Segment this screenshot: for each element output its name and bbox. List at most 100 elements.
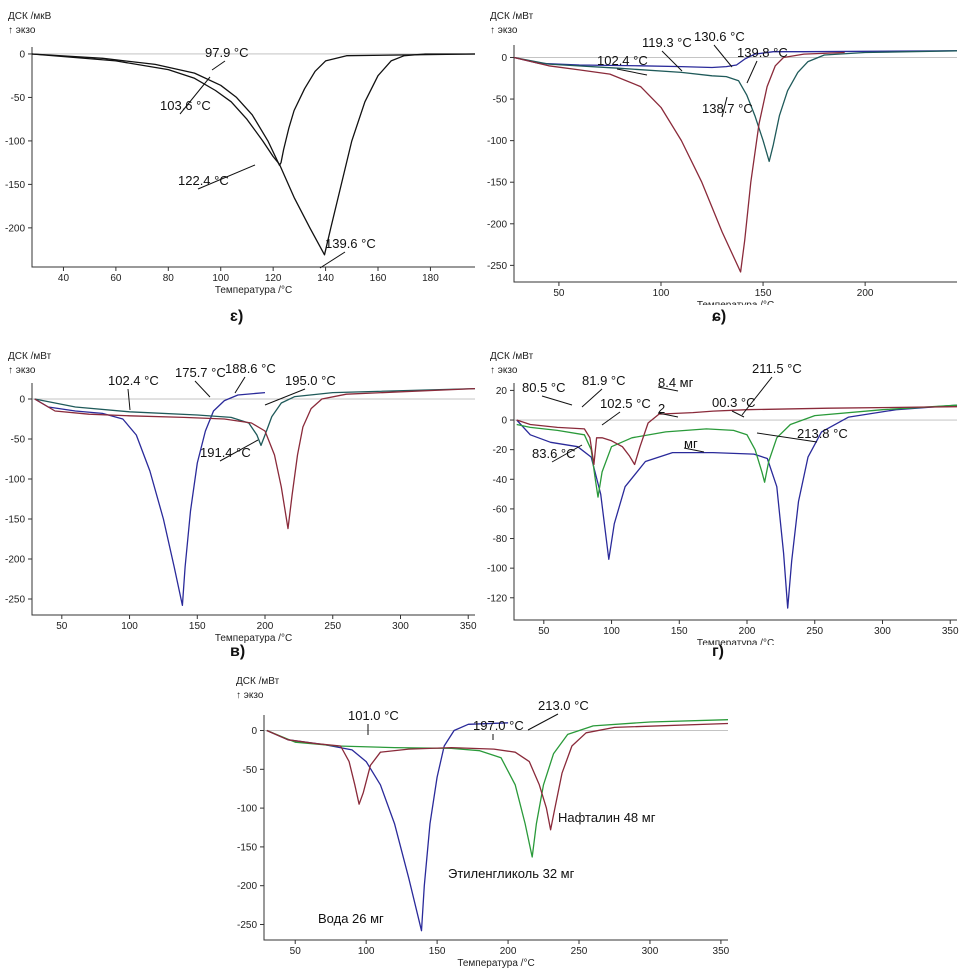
x-tick-label: 350 [460,621,477,632]
x-tick-label: 60 [110,273,122,284]
annotation-leader [661,50,683,72]
annotation-label: 130.6 °C [694,29,745,44]
annotation-leader [721,96,728,118]
y-tick-label: -200 [487,219,507,230]
x-tick-label: 200 [257,621,274,632]
annotation-label: 211.5 °C [752,361,802,376]
x-axis-label: Температура /°C [215,285,292,296]
x-tick-label: 150 [189,621,206,632]
y-tick-label: -150 [237,842,257,853]
x-axis-label: Температура /°C [697,300,774,305]
y-tick-label: -100 [5,475,25,486]
exo-label: ↑ экзо [8,365,36,376]
annotation-leader [601,411,621,426]
annotation-leader [657,386,679,392]
x-axis-label: Температура /°C [697,638,774,645]
y-axis-label: ДСК /мВт [490,11,534,22]
x-tick-label: 100 [121,621,138,632]
annotation-label: 83.6 °C [532,446,576,461]
y-tick-label: -150 [5,180,25,191]
series-line [266,722,729,831]
annotation-leader [683,447,705,453]
annotation-label: 138.7 °C [702,101,753,116]
y-tick-label: -80 [493,534,508,545]
annotation-label: 102.4 °C [108,373,159,388]
y-tick-label: 0 [501,53,507,64]
y-axis-label: ДСК /мВт [236,676,280,687]
series-line [266,719,729,858]
annotation-leader [616,68,648,76]
y-tick-label: 0 [251,726,257,737]
x-tick-label: 50 [538,626,550,637]
x-tick-label: 50 [553,288,565,299]
x-tick-label: 100 [603,626,620,637]
x-tick-label: 150 [429,946,446,957]
annotation-label: 175.7 °C [175,365,226,380]
panel-label: в) [230,643,246,660]
x-tick-label: 40 [58,273,70,284]
annotation-label: 00.3 °C [712,395,756,410]
x-tick-label: 180 [422,273,439,284]
y-tick-label: -100 [487,564,507,575]
annotation-label: 213.0 °C [538,698,589,713]
x-tick-label: 120 [265,273,282,284]
y-tick-label: 0 [19,395,25,406]
annotation-label: 101.0 °C [348,708,399,723]
y-tick-label: -100 [487,136,507,147]
series-line [516,404,958,609]
x-tick-label: 350 [942,626,959,637]
y-axis-label: ДСК /мВт [8,351,52,362]
y-tick-label: -60 [493,504,508,515]
annotation-label: 213.8 °C [797,426,848,441]
annotation-label: мг [684,436,698,451]
y-tick-label: -150 [487,178,507,189]
axes-frame [513,45,957,283]
y-tick-label: -200 [5,555,25,566]
axes-frame [263,715,728,941]
x-tick-label: 200 [739,626,756,637]
exo-label: ↑ экзо [8,25,36,36]
series-line [34,387,476,530]
annotation-leader [541,395,573,406]
annotation-label: 80.5 °C [522,380,566,395]
x-tick-label: 200 [857,288,874,299]
annotation-label: 188.6 °C [225,361,276,376]
axes-frame [31,47,475,268]
exo-label: ↑ экзо [236,690,264,701]
dsc-chart-panel: ДСК /мВт ↑ экзо Температура /°C 50 100 150 200… [0,345,480,660]
dsc-chart-panel: ДСК /мВт ↑ экзо Температура /°C 50 100 150 200… [482,5,961,325]
x-axis-label: Температура /°C [215,633,292,644]
series-line [266,722,509,932]
annotation-leader [127,388,131,411]
annotation-label: 97.9 °C [205,45,249,60]
y-tick-label: -20 [493,445,508,456]
annotation-leader [713,44,733,68]
series-line [31,53,476,166]
dsc-chart-panel: ДСК /мкВ ↑ экзо Температура /°C 40 60 80 100 12… [0,5,480,325]
y-tick-label: -250 [237,920,257,931]
y-tick-label: -50 [493,95,508,106]
annotation-leader [731,410,745,418]
series-line [516,406,958,466]
x-tick-label: 100 [358,946,375,957]
exo-label: ↑ экзо [490,365,518,376]
series-line [513,51,845,273]
series-line [513,50,958,163]
x-tick-label: 100 [212,273,229,284]
x-tick-label: 50 [290,946,302,957]
series-label: Нафталин 48 мг [558,810,656,825]
annotation-label: 119.3 °C [642,35,692,50]
annotation-leader [527,713,559,731]
x-tick-label: 140 [317,273,334,284]
dsc-chart-panel: ДСК /мВт ↑ экзо Температура /°C 50 100 150 200… [228,670,733,970]
x-tick-label: 200 [500,946,517,957]
series-line [34,387,476,447]
y-tick-label: -200 [237,881,257,892]
y-tick-label: 0 [501,416,507,427]
y-tick-label: -150 [5,515,25,526]
series-label: Вода 26 мг [318,911,384,926]
y-tick-label: 0 [19,49,25,60]
y-tick-label: -120 [487,593,507,604]
annotation-leader [264,388,306,406]
